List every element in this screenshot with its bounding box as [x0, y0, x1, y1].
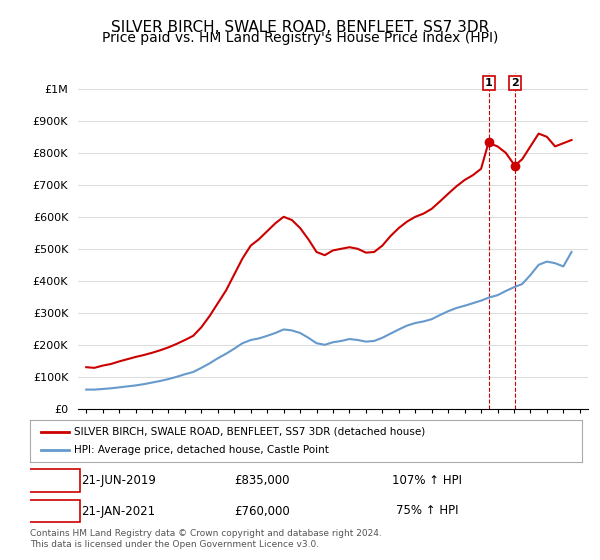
Text: 1: 1 [485, 78, 493, 88]
Text: £760,000: £760,000 [234, 505, 290, 517]
Text: Contains HM Land Registry data © Crown copyright and database right 2024.
This d: Contains HM Land Registry data © Crown c… [30, 529, 382, 549]
Text: 2: 2 [511, 78, 518, 88]
Text: 21-JAN-2021: 21-JAN-2021 [81, 505, 155, 517]
FancyBboxPatch shape [25, 500, 80, 522]
Text: 1: 1 [48, 474, 56, 487]
Text: 21-JUN-2019: 21-JUN-2019 [81, 474, 156, 487]
Text: Price paid vs. HM Land Registry's House Price Index (HPI): Price paid vs. HM Land Registry's House … [102, 31, 498, 45]
FancyBboxPatch shape [25, 469, 80, 492]
Text: SILVER BIRCH, SWALE ROAD, BENFLEET, SS7 3DR (detached house): SILVER BIRCH, SWALE ROAD, BENFLEET, SS7 … [74, 427, 425, 437]
Text: HPI: Average price, detached house, Castle Point: HPI: Average price, detached house, Cast… [74, 445, 329, 455]
Text: SILVER BIRCH, SWALE ROAD, BENFLEET, SS7 3DR: SILVER BIRCH, SWALE ROAD, BENFLEET, SS7 … [111, 20, 489, 35]
Text: 75% ↑ HPI: 75% ↑ HPI [396, 505, 458, 517]
Text: £835,000: £835,000 [234, 474, 290, 487]
Text: 2: 2 [48, 505, 56, 517]
Text: 107% ↑ HPI: 107% ↑ HPI [392, 474, 463, 487]
